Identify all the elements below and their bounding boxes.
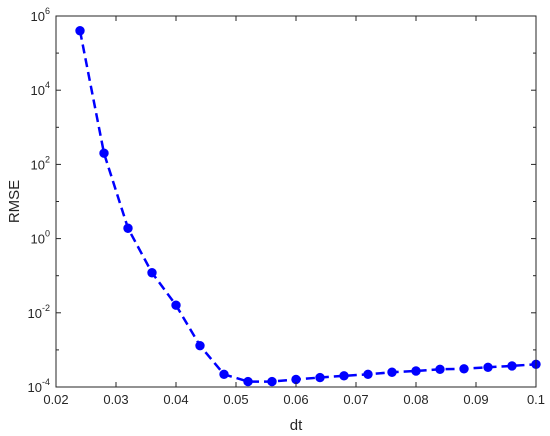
axis-ticks bbox=[55, 15, 537, 388]
data-point bbox=[219, 369, 229, 379]
data-point bbox=[267, 376, 277, 387]
y-tick-label: 100 bbox=[31, 229, 50, 247]
data-point bbox=[459, 364, 469, 374]
data-point bbox=[195, 340, 205, 351]
plot-content bbox=[75, 26, 541, 387]
data-point bbox=[363, 369, 373, 379]
data-point bbox=[147, 268, 157, 278]
y-tick-label: 10-2 bbox=[28, 303, 50, 321]
x-tick-label: 0.1 bbox=[527, 392, 545, 407]
data-point bbox=[411, 366, 421, 376]
x-tick-label: 0.08 bbox=[403, 392, 428, 407]
data-point bbox=[315, 372, 325, 383]
data-point bbox=[171, 300, 181, 310]
x-tick-label: 0.09 bbox=[463, 392, 488, 407]
y-tick-label: 102 bbox=[31, 154, 50, 172]
data-point bbox=[507, 361, 517, 371]
y-axis-label: RMSE bbox=[6, 180, 23, 223]
tick-labels: 0.02 0.03 0.04 0.05 0.06 0.07 0.08 0.09 0.1 10-4 1… bbox=[28, 6, 546, 407]
series-line bbox=[78, 30, 537, 383]
x-tick-label: 0.06 bbox=[283, 392, 308, 407]
x-tick-label: 0.02 bbox=[43, 392, 68, 407]
data-point bbox=[435, 364, 445, 374]
x-axis-label: dt bbox=[290, 417, 303, 434]
data-point bbox=[387, 367, 397, 377]
y-tick-label: 106 bbox=[31, 6, 50, 24]
y-tick-label: 104 bbox=[31, 80, 50, 98]
data-point bbox=[243, 376, 253, 387]
x-tick-label: 0.04 bbox=[163, 392, 188, 407]
data-point bbox=[75, 26, 85, 36]
x-tick-label: 0.03 bbox=[103, 392, 128, 407]
data-point bbox=[483, 362, 493, 372]
x-tick-label: 0.07 bbox=[343, 392, 368, 407]
data-point bbox=[123, 223, 133, 233]
y-tick-label: 10-4 bbox=[28, 377, 50, 395]
plot-frame bbox=[55, 15, 537, 388]
data-point bbox=[99, 148, 109, 158]
data-point bbox=[339, 371, 349, 381]
x-tick-label: 0.05 bbox=[223, 392, 248, 407]
